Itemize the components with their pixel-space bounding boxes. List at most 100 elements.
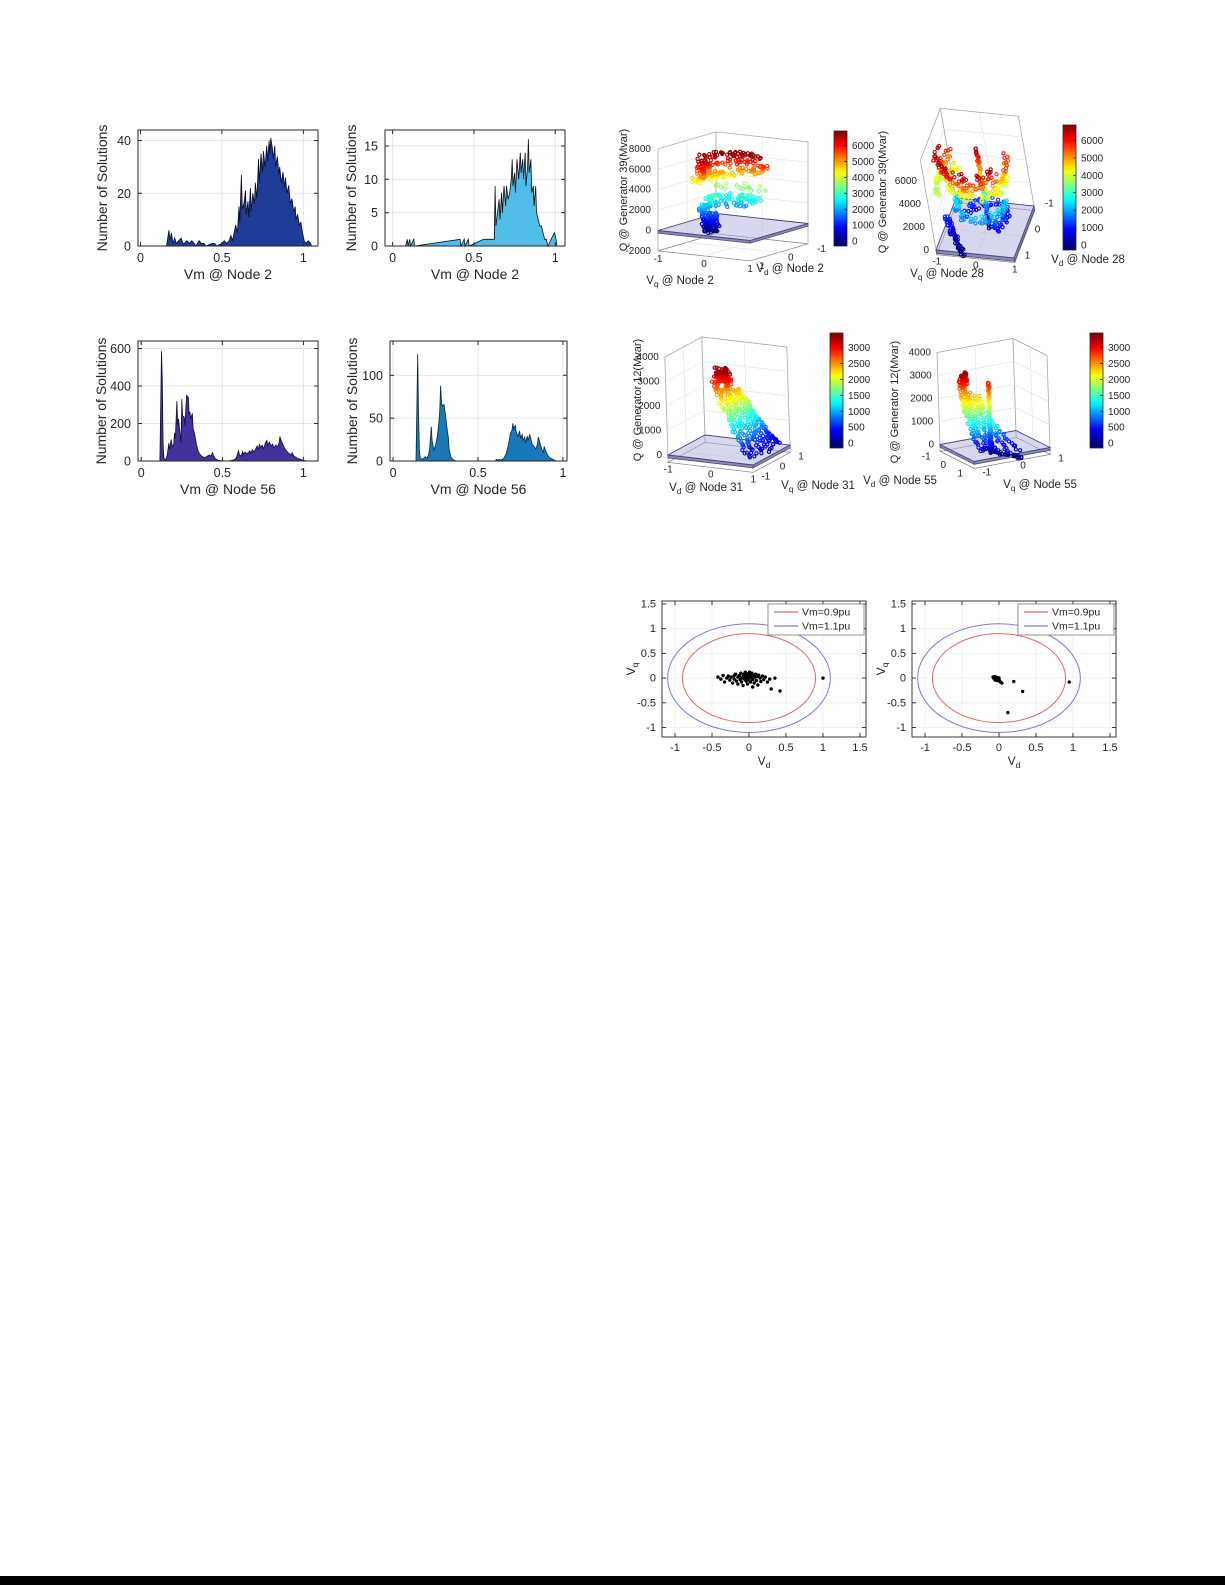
svg-text:0: 0 — [928, 440, 934, 451]
svg-text:Vm @ Node 2: Vm @ Node 2 — [184, 266, 272, 282]
svg-text:4000: 4000 — [852, 173, 875, 184]
svg-text:0: 0 — [780, 461, 786, 472]
svg-text:0: 0 — [746, 742, 752, 754]
svg-text:-0.5: -0.5 — [637, 697, 656, 709]
svg-text:0: 0 — [1081, 240, 1087, 251]
svg-text:0: 0 — [650, 673, 656, 685]
vdq-scatter-right-legend: Vm=0.9pu Vm=1.1pu — [1017, 603, 1115, 636]
svg-text:500: 500 — [848, 423, 865, 434]
svg-text:0.5: 0.5 — [891, 648, 906, 660]
svg-text:0: 0 — [376, 455, 383, 469]
svg-text:3000: 3000 — [637, 377, 660, 388]
svg-text:1: 1 — [552, 251, 559, 265]
svg-text:5: 5 — [371, 206, 378, 220]
svg-text:1: 1 — [957, 468, 963, 479]
svg-text:1: 1 — [1025, 251, 1031, 262]
svg-text:0: 0 — [701, 259, 707, 270]
svg-text:0.5: 0.5 — [465, 251, 482, 265]
svg-text:0: 0 — [124, 455, 131, 469]
svg-text:3000: 3000 — [910, 371, 933, 382]
svg-text:6000: 6000 — [629, 164, 652, 175]
svg-text:-0.5: -0.5 — [887, 697, 906, 709]
svg-text:-0.5: -0.5 — [953, 742, 972, 754]
svg-text:0: 0 — [371, 240, 378, 254]
svg-text:1: 1 — [1058, 453, 1064, 464]
scatter3d-gen12-node55-colorbar — [1089, 332, 1104, 449]
svg-text:-1: -1 — [670, 742, 680, 754]
svg-text:Vq @ Node 28: Vq @ Node 28 — [910, 268, 984, 282]
svg-text:3000: 3000 — [1081, 188, 1104, 199]
svg-text:0.5: 0.5 — [469, 466, 486, 480]
svg-text:0: 0 — [708, 469, 714, 480]
svg-text:1: 1 — [747, 264, 753, 275]
svg-text:1: 1 — [1070, 742, 1076, 754]
histogram-node56-purple-area — [159, 351, 307, 462]
svg-text:0: 0 — [848, 439, 854, 450]
vdq-scatter-left: -1 -0.5 0 0.5 1 1.5 -1 -0.5 0 0.5 1 1.5 Vd Vq Vm=0.9pu… — [624, 598, 868, 770]
svg-text:-1: -1 — [896, 722, 906, 734]
svg-text:-1: -1 — [654, 254, 663, 265]
svg-text:Number of Solutions: Number of Solutions — [93, 338, 109, 465]
svg-text:0: 0 — [996, 742, 1002, 754]
histogram-node56-purple: 0 0.5 1 0 200 400 600 Vm @ Node 56 Number of Sol… — [93, 338, 319, 497]
svg-text:-1: -1 — [646, 722, 656, 734]
svg-text:Vm=1.1pu: Vm=1.1pu — [802, 621, 850, 633]
svg-text:2000: 2000 — [852, 205, 875, 216]
svg-text:0.5: 0.5 — [214, 466, 231, 480]
svg-text:2500: 2500 — [1108, 359, 1131, 370]
svg-text:1: 1 — [759, 261, 765, 272]
svg-text:1000: 1000 — [848, 407, 871, 418]
svg-text:Vq: Vq — [624, 662, 640, 675]
scatter3d-gen39-node2: -1 0 1 -1 0 1 -2000 0 2000 4000 6000 8000 Vq @ Node … — [618, 129, 875, 289]
svg-text:Number of Solutions: Number of Solutions — [343, 125, 359, 252]
svg-text:1: 1 — [300, 466, 307, 480]
svg-text:Q @ Generator 39(Mvar): Q @ Generator 39(Mvar) — [618, 129, 630, 251]
svg-text:0: 0 — [940, 460, 946, 471]
svg-text:1000: 1000 — [1108, 407, 1131, 418]
svg-text:Vd: Vd — [758, 754, 771, 770]
svg-text:0: 0 — [138, 466, 145, 480]
svg-text:Vm @ Node 56: Vm @ Node 56 — [180, 481, 276, 497]
svg-text:0: 0 — [389, 251, 396, 265]
vdq-scatter-right-circle-1 — [917, 623, 1081, 733]
svg-text:400: 400 — [110, 380, 131, 394]
svg-text:0: 0 — [645, 226, 651, 237]
svg-text:0: 0 — [137, 251, 144, 265]
svg-text:0: 0 — [390, 466, 397, 480]
svg-text:0: 0 — [852, 237, 858, 248]
svg-text:-1: -1 — [817, 244, 826, 255]
svg-text:Vm=0.9pu: Vm=0.9pu — [802, 607, 850, 619]
svg-text:1: 1 — [798, 451, 804, 462]
svg-text:8000: 8000 — [629, 144, 652, 155]
svg-text:4000: 4000 — [1081, 171, 1104, 182]
svg-text:Vd @ Node 55: Vd @ Node 55 — [863, 475, 937, 489]
svg-text:1.5: 1.5 — [641, 598, 656, 610]
svg-text:Vd @ Node 28: Vd @ Node 28 — [1051, 254, 1125, 268]
svg-text:-1: -1 — [920, 742, 930, 754]
svg-text:3000: 3000 — [852, 189, 875, 200]
svg-text:100: 100 — [362, 369, 383, 383]
svg-text:0: 0 — [1108, 439, 1114, 450]
svg-text:Number of Solutions: Number of Solutions — [94, 125, 110, 252]
svg-text:-1: -1 — [932, 257, 941, 268]
svg-text:1: 1 — [300, 251, 307, 265]
svg-text:0: 0 — [124, 240, 131, 254]
svg-text:-1: -1 — [982, 467, 991, 478]
svg-text:0: 0 — [973, 261, 979, 272]
svg-text:4000: 4000 — [629, 185, 652, 196]
svg-text:Vm @ Node 2: Vm @ Node 2 — [431, 266, 519, 282]
svg-text:4000: 4000 — [909, 348, 932, 359]
svg-text:-1: -1 — [922, 451, 931, 462]
vdq-scatter-left-circle-0 — [681, 633, 817, 724]
svg-text:2000: 2000 — [1081, 206, 1104, 217]
svg-text:1.5: 1.5 — [891, 598, 906, 610]
histogram-node56-blue: 0 0.5 1 0 50 100 Vm @ Node 56 Number of Solutio… — [344, 338, 568, 497]
vdq-scatter-left-legend: Vm=0.9pu Vm=1.1pu — [767, 603, 865, 636]
svg-text:1: 1 — [1012, 265, 1018, 276]
histogram-node2-navy: 0 0.5 1 0 20 40 Vm @ Node 2 Number of Solutions — [94, 125, 319, 282]
svg-text:50: 50 — [369, 412, 383, 426]
svg-text:10: 10 — [364, 173, 378, 187]
